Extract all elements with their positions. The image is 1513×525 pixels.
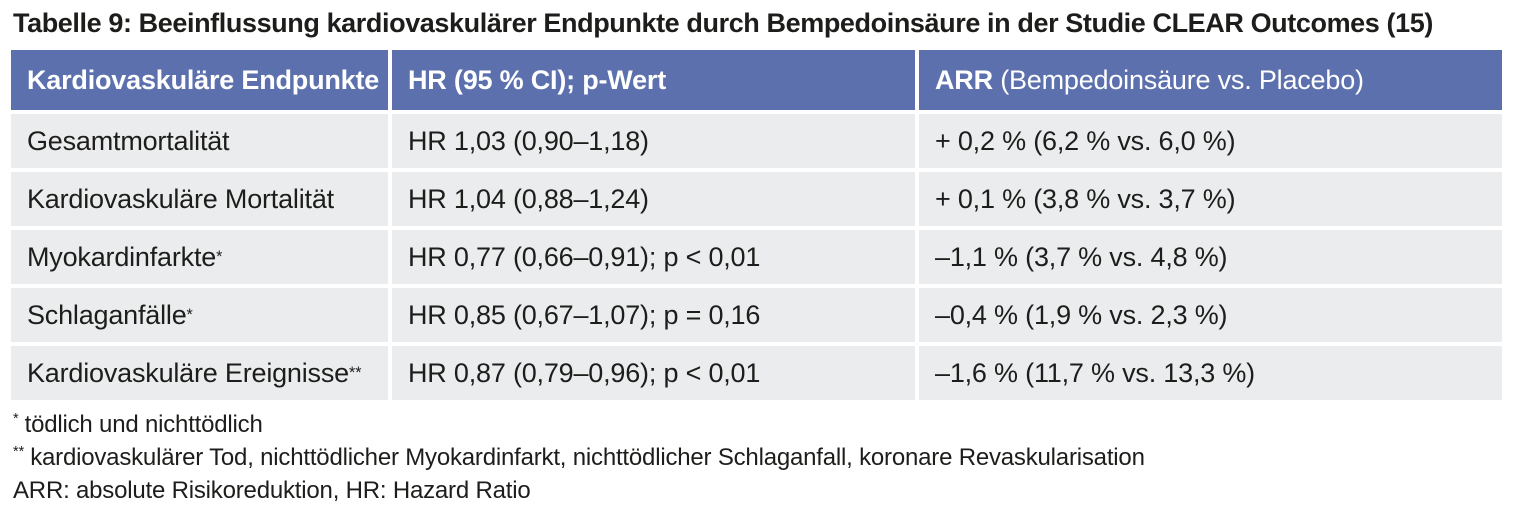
footnote-text: kardiovaskulärer Tod, nichttödlicher Myo… (30, 444, 1145, 471)
footnote-line: ARR: absolute Risikoreduktion, HR: Hazar… (13, 474, 1502, 507)
header-arr-label-rest: (Bempedoinsäure vs. Placebo) (992, 64, 1364, 95)
endpoint-cell: Kardiovaskuläre Ereignisse ** (11, 346, 388, 400)
endpoints-table: Kardiovaskuläre Endpunkte HR (95 % CI); … (11, 50, 1502, 400)
header-cell-hr: HR (95 % CI); p-Wert (392, 50, 915, 110)
hr-value: HR 1,04 (0,88–1,24) (392, 172, 915, 226)
footnote-text: ARR: absolute Risikoreduktion, HR: Hazar… (13, 477, 531, 504)
hr-value: HR 1,03 (0,90–1,18) (392, 114, 915, 168)
endpoint-label: Schlaganfälle (27, 299, 187, 330)
footnote-line: ** kardiovaskulärer Tod, nichttödlicher M… (13, 441, 1502, 474)
footnote-line: * tödlich und nichttödlich (13, 408, 1502, 441)
endpoint-label: Kardiovaskuläre Mortalität (27, 183, 334, 214)
header-arr-label-bold: ARR (935, 64, 993, 95)
footnote-marker: * (13, 411, 19, 427)
arr-value: –1,1 % (3,7 % vs. 4,8 %) (919, 230, 1502, 284)
endpoint-label: Gesamtmortalität (27, 125, 230, 156)
table-header-row: Kardiovaskuläre Endpunkte HR (95 % CI); … (11, 50, 1502, 110)
endpoint-cell: Schlaganfälle * (11, 288, 388, 342)
table-caption: Tabelle 9: Beeinflussung kardiovaskuläre… (13, 8, 1433, 38)
header-endpoints-label: Kardiovaskuläre Endpunkte (27, 64, 380, 95)
endpoint-label: Myokardinfarkte (27, 241, 217, 272)
table-row: Kardiovaskuläre Ereignisse ** HR 0,87 (0,… (11, 346, 1502, 400)
arr-value: –0,4 % (1,9 % vs. 2,3 %) (919, 288, 1502, 342)
arr-value: + 0,2 % (6,2 % vs. 6,0 %) (919, 114, 1502, 168)
footnote-marker: ** (13, 444, 25, 460)
header-cell-endpoints: Kardiovaskuläre Endpunkte (11, 50, 388, 110)
hr-value: HR 0,77 (0,66–0,91); p < 0,01 (392, 230, 915, 284)
endpoint-cell: Kardiovaskuläre Mortalität (11, 172, 388, 226)
table-row: Kardiovaskuläre Mortalität HR 1,04 (0,88… (11, 172, 1502, 226)
table-row: Gesamtmortalität HR 1,03 (0,90–1,18) + 0… (11, 114, 1502, 168)
endpoint-cell: Gesamtmortalität (11, 114, 388, 168)
header-hr-label: HR (95 % CI); p-Wert (408, 64, 667, 95)
footnote-text: tödlich und nichttödlich (24, 411, 263, 438)
hr-value: HR 0,85 (0,67–1,07); p = 0,16 (392, 288, 915, 342)
table-figure: Tabelle 9: Beeinflussung kardiovaskuläre… (11, 8, 1502, 507)
endpoint-label: Kardiovaskuläre Ereignisse (27, 357, 349, 388)
hr-value: HR 0,87 (0,79–0,96); p < 0,01 (392, 346, 915, 400)
header-cell-arr: ARR (Bempedoinsäure vs. Placebo) (919, 50, 1502, 110)
footnotes: * tödlich und nichttödlich ** kardiovaskul… (13, 408, 1502, 507)
arr-value: –1,6 % (11,7 % vs. 13,3 %) (919, 346, 1502, 400)
table-row: Schlaganfälle * HR 0,85 (0,67–1,07); p = … (11, 288, 1502, 342)
endpoint-cell: Myokardinfarkte * (11, 230, 388, 284)
table-row: Myokardinfarkte * HR 0,77 (0,66–0,91); p … (11, 230, 1502, 284)
arr-value: + 0,1 % (3,8 % vs. 3,7 %) (919, 172, 1502, 226)
